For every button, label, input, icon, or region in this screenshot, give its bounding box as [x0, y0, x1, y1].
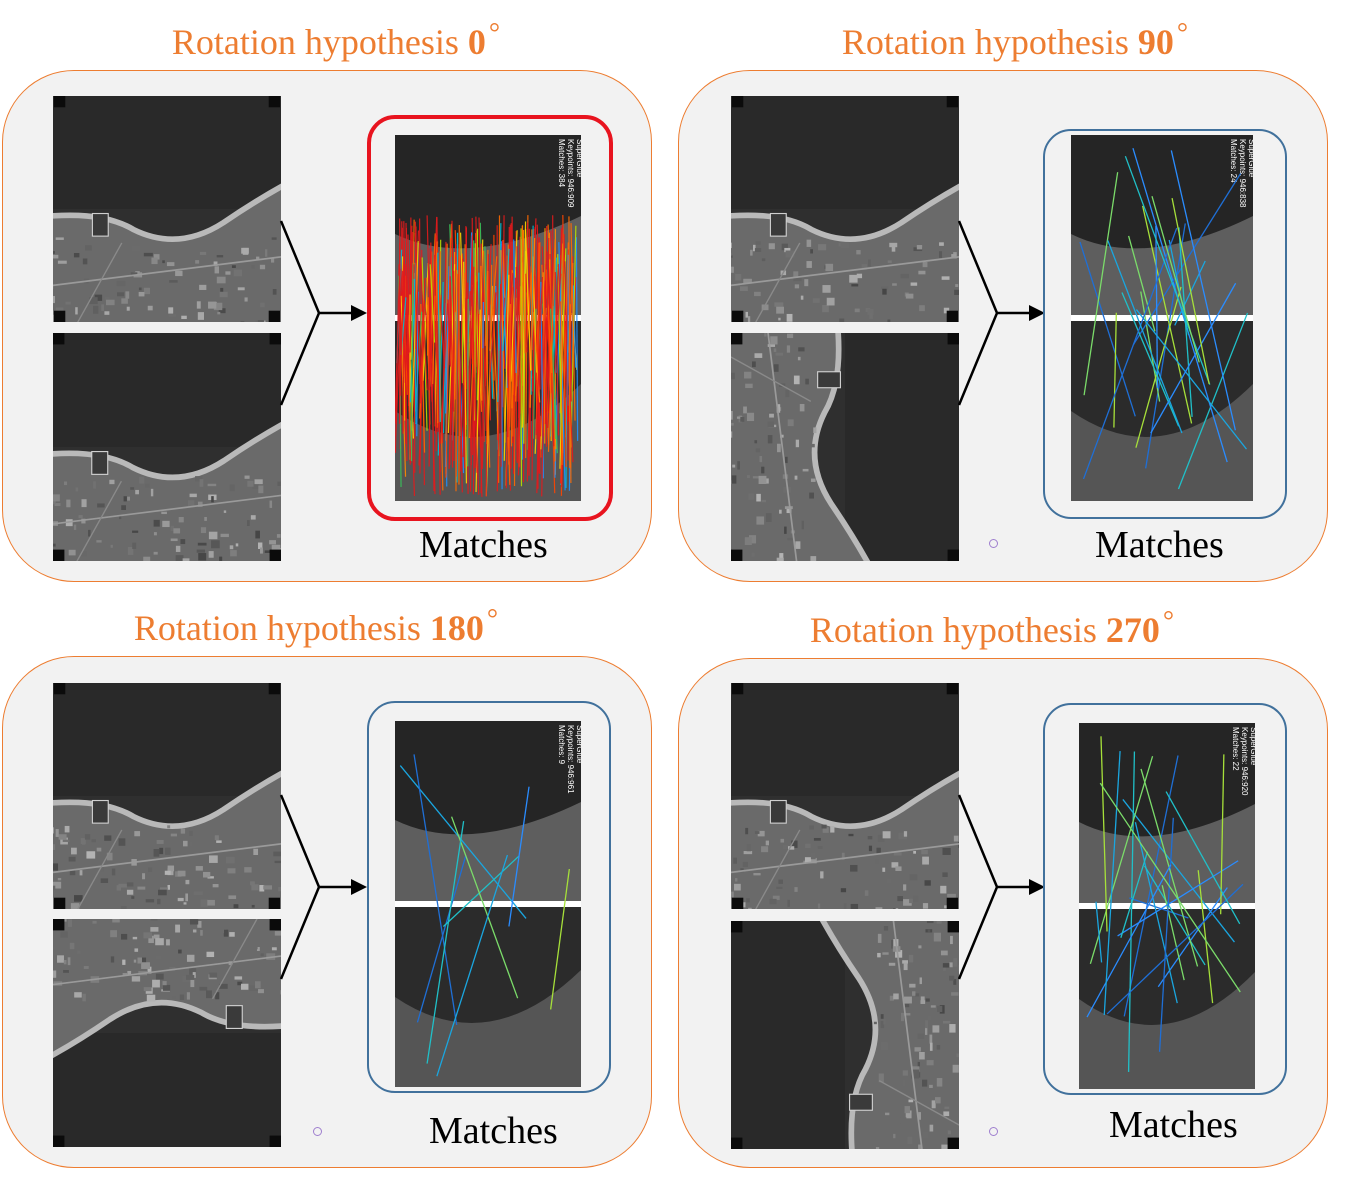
overlay-text: Matches: 24 [1229, 139, 1238, 183]
matches-frame [367, 115, 613, 521]
coast-photo [731, 333, 959, 561]
panel-rotation-0: SuperGlue Keypoints: 946:909 Matches: 384 … [2, 70, 652, 582]
matches-frame [1043, 129, 1287, 519]
arrow-connector [957, 794, 1045, 980]
overlay-text: Keypoints: 946:838 [1238, 139, 1247, 208]
panel-rotation-270: SuperGlue Keypoints: 946:920 Matches: 22 M… [678, 658, 1328, 1168]
matches-caption: Matches [1095, 524, 1224, 566]
reference-photo [731, 96, 959, 322]
coast-photo [53, 919, 281, 1147]
arrow-connector [279, 794, 367, 980]
matches-frame [367, 701, 611, 1093]
overlay-text: Matches: 22 [1231, 727, 1240, 771]
matches-visualization: SuperGlue Keypoints: 946:838 Matches: 24 [1071, 135, 1253, 501]
coast-photo [731, 921, 959, 1149]
matches-visualization: SuperGlue Keypoints: 946:961 Matches: 9 [395, 721, 581, 1087]
arrow-connector [279, 220, 367, 406]
coast-photo [53, 333, 281, 561]
query-photo [731, 333, 959, 561]
query-photo [731, 921, 959, 1149]
overlay-text: SuperGlue [1249, 727, 1255, 766]
reference-photo [731, 683, 959, 909]
matches-frame [1043, 703, 1287, 1095]
overlay-text: Keypoints: 946:909 [566, 139, 575, 208]
coast-photo [53, 683, 281, 909]
stray-dot [989, 539, 998, 548]
reference-photo [53, 683, 281, 909]
title-90: Rotation hypothesis 90 ° [841, 18, 1189, 62]
matches-caption: Matches [419, 524, 548, 566]
overlay-text: Keypoints: 946:961 [566, 725, 575, 794]
overlay-text: SuperGlue [575, 725, 581, 764]
overlay-text: SuperGlue [1247, 139, 1253, 178]
stray-dot [989, 1127, 998, 1136]
title-270: Rotation hypothesis 270 ° [809, 606, 1175, 650]
overlay-text: Matches: 384 [557, 139, 566, 188]
title-0: Rotation hypothesis 0 ° [171, 18, 501, 62]
matches-visualization: SuperGlue Keypoints: 946:920 Matches: 22 [1079, 723, 1255, 1089]
title-180: Rotation hypothesis 180 ° [133, 604, 499, 648]
overlay-text: Keypoints: 946:920 [1240, 727, 1249, 796]
reference-photo [53, 96, 281, 322]
panel-rotation-90: SuperGlue Keypoints: 946:838 Matches: 24 M… [678, 70, 1328, 582]
matches-caption: Matches [429, 1110, 558, 1152]
matches-caption: Matches [1109, 1104, 1238, 1146]
query-photo [53, 919, 281, 1147]
overlay-text: SuperGlue [575, 139, 581, 178]
overlay-text: Matches: 9 [557, 725, 566, 765]
panel-rotation-180: SuperGlue Keypoints: 946:961 Matches: 9 Ma… [2, 656, 652, 1168]
coast-photo [731, 683, 959, 909]
stray-dot [313, 1127, 322, 1136]
coast-photo [53, 96, 281, 322]
matches-visualization: SuperGlue Keypoints: 946:909 Matches: 384 [395, 135, 581, 501]
coast-photo [731, 96, 959, 322]
arrow-connector [957, 220, 1045, 406]
query-photo [53, 333, 281, 561]
